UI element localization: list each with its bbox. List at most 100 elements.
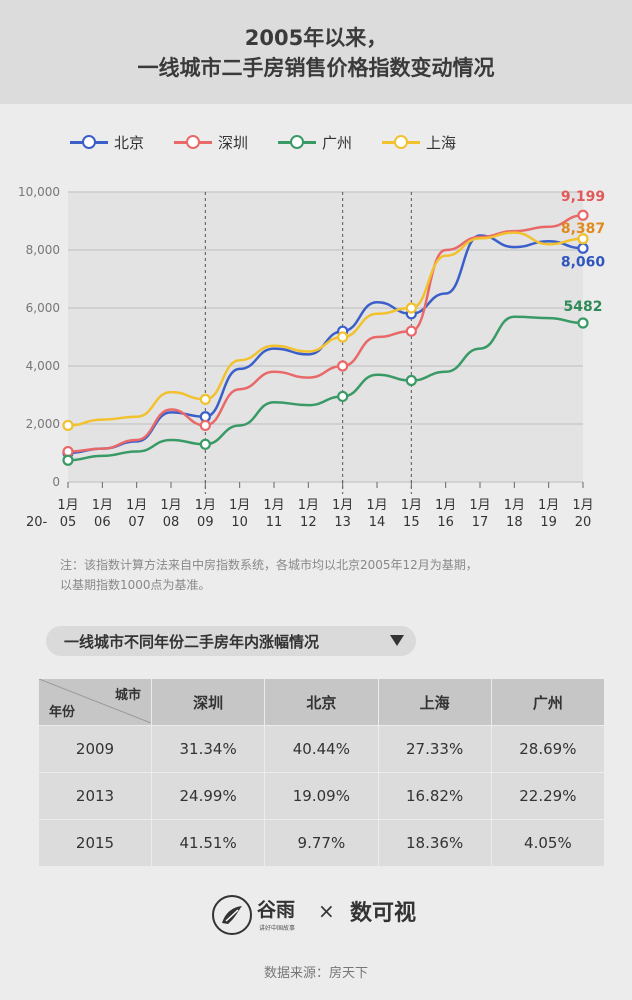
corner-diagonal: [39, 679, 151, 723]
shukeshi-logo: 数可视: [350, 900, 417, 926]
x-axis-prefix: 20-: [26, 515, 48, 530]
x-tick-month: 1月: [160, 498, 181, 513]
x-tick-year: 07: [128, 515, 145, 530]
legend-label: 北京: [114, 133, 145, 152]
legend-marker-icon: [70, 135, 108, 149]
guyu-logo-icon: [212, 895, 252, 935]
series-point: [577, 242, 589, 254]
times-sign: ×: [318, 899, 335, 923]
series-line: [67, 315, 584, 462]
x-tick-year: 19: [540, 515, 557, 530]
series-point: [405, 374, 417, 387]
corner-year-label: 年份: [49, 705, 76, 720]
table-cell: 16.82%: [378, 773, 491, 819]
legend-marker-icon: [382, 135, 421, 149]
x-tick-month: 1月: [401, 498, 422, 513]
legend-label: 深圳: [218, 133, 249, 152]
x-tick-month: 1月: [263, 498, 284, 513]
x-tick-month: 1月: [332, 498, 353, 513]
row-year: 2013: [39, 773, 151, 819]
legend-label: 广州: [322, 133, 353, 152]
note-line-2: 以基期指数1000点为基准。: [60, 578, 211, 592]
series-point: [337, 390, 349, 403]
header-banner: 2005年以来， 一线城市二手房销售价格指数变动情况: [0, 0, 632, 104]
table-cell: 31.34%: [152, 726, 265, 772]
x-tick-month: 1月: [57, 498, 78, 513]
series-point: [405, 302, 417, 314]
table-cell: 41.51%: [152, 820, 265, 866]
table-row: 2013 24.99% 19.09% 16.82% 22.29%: [39, 773, 604, 819]
legend-item: 广州: [278, 130, 352, 154]
series-point: [199, 438, 211, 450]
column-header: 上海: [378, 679, 491, 725]
series-line: [67, 231, 584, 427]
line-chart: 10,000 8,000 6,000 4,000 2,000 0 1月 05 1月 06 1月 07 1…: [18, 185, 606, 530]
series-point: [577, 233, 589, 245]
title-line-1: 2005年以来，: [244, 26, 388, 50]
x-tick-month: 1月: [572, 498, 593, 513]
series-end-label: 9,199: [561, 189, 605, 205]
table-cell: 40.44%: [265, 726, 378, 772]
x-tick-year: 15: [403, 515, 420, 530]
series-point: [199, 393, 211, 405]
series-end-label: 8,387: [561, 221, 605, 237]
series-point: [337, 331, 349, 343]
title-line-2: 一线城市二手房销售价格指数变动情况: [137, 56, 495, 80]
row-year: 2009: [39, 726, 151, 772]
column-header: 深圳: [152, 679, 265, 725]
table-cell: 22.29%: [491, 773, 604, 819]
x-tick-year: 12: [300, 515, 317, 530]
column-header: 广州: [491, 679, 604, 725]
guyu-logo-text: 谷雨: [257, 899, 296, 921]
x-tick-year: 09: [197, 515, 214, 530]
x-tick-month: 1月: [435, 498, 456, 513]
y-tick-label: 4,000: [26, 359, 60, 373]
x-tick-month: 1月: [538, 498, 559, 513]
table-cell: 19.09%: [265, 773, 378, 819]
section-title: 一线城市不同年份二手房年内涨幅情况: [46, 626, 416, 656]
series-point: [199, 419, 211, 432]
table-cell: 27.33%: [378, 726, 491, 772]
growth-table: 城市 年份 深圳 北京 上海 广州 2009 31.34% 40.44% 27.…: [38, 678, 605, 867]
data-source: 数据来源：房天下: [263, 966, 368, 981]
x-tick-year: 11: [266, 515, 283, 530]
series-point: [405, 325, 417, 337]
series-end-label: 8,060: [561, 254, 606, 270]
series-point: [577, 209, 589, 221]
x-tick-month: 1月: [298, 498, 319, 513]
y-tick-label: 8,000: [26, 243, 60, 257]
x-tick-year: 05: [60, 515, 77, 530]
x-tick-month: 1月: [469, 498, 490, 513]
series-point: [62, 454, 74, 466]
triangle-down-icon: [390, 635, 404, 646]
x-tick-year: 13: [334, 515, 351, 530]
series-point: [62, 419, 74, 432]
table-header-row: 城市 年份 深圳 北京 上海 广州: [39, 679, 604, 725]
table-cell: 28.69%: [491, 726, 604, 772]
series-point: [337, 360, 349, 372]
legend-item: 深圳: [174, 130, 248, 154]
legend-label: 上海: [426, 133, 457, 152]
x-tick-year: 08: [163, 515, 180, 530]
table-cell: 9.77%: [265, 820, 378, 866]
x-tick-month: 1月: [126, 498, 147, 513]
y-tick-label: 10,000: [18, 185, 60, 199]
y-tick-label: 2,000: [26, 417, 60, 431]
row-year: 2015: [39, 820, 151, 866]
series-point: [577, 317, 589, 329]
corner-city-label: 城市: [114, 688, 141, 703]
table-cell: 4.05%: [491, 820, 604, 866]
x-tick-month: 1月: [195, 498, 216, 513]
x-tick-year: 16: [437, 515, 454, 530]
x-tick-year: 14: [369, 515, 386, 530]
legend-item: 上海: [382, 130, 456, 154]
x-tick-year: 10: [231, 515, 248, 530]
x-tick-month: 1月: [229, 498, 250, 513]
table-row: 2009 31.34% 40.44% 27.33% 28.69%: [39, 726, 604, 772]
series-line: [67, 213, 584, 453]
chart-note: 注：该指数计算方法来自中房指数系统，各城市均以北京2005年12月为基期， 以基…: [60, 555, 600, 595]
x-tick-month: 1月: [366, 498, 387, 513]
table-corner-cell: 城市 年份: [39, 679, 151, 725]
y-tick-label: 6,000: [26, 301, 60, 315]
x-tick-month: 1月: [92, 498, 113, 513]
